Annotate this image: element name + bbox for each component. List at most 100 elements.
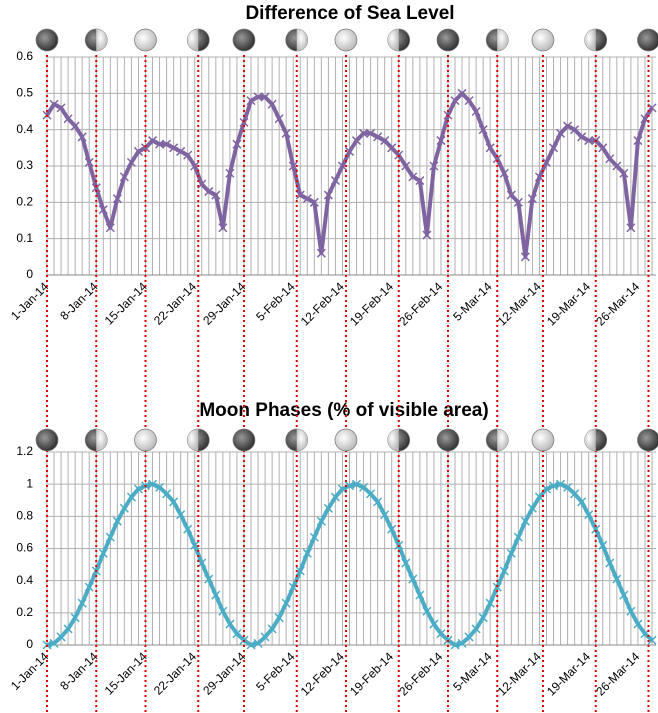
data-point (133, 146, 143, 156)
data-point (70, 613, 80, 623)
moon-icon (436, 428, 460, 452)
data-point (366, 489, 376, 499)
moon-icon (232, 428, 256, 452)
data-point (352, 479, 362, 489)
moon-lit (187, 29, 199, 51)
data-point (232, 629, 242, 639)
data-point (380, 510, 390, 520)
data-point (316, 248, 326, 258)
data-point (344, 481, 355, 491)
data-point (352, 136, 362, 146)
data-point (84, 157, 94, 167)
data-point (330, 176, 340, 186)
data-point (274, 613, 284, 623)
data-point (415, 176, 425, 186)
data-point (520, 252, 530, 262)
data-point (570, 489, 580, 499)
data-point (302, 194, 312, 204)
data-point (563, 121, 573, 131)
data-point (633, 136, 643, 146)
x-tick-label: 1-Jan-14 (8, 279, 52, 323)
data-point (169, 497, 179, 507)
data-point (373, 497, 383, 507)
x-tick-label: 8-Jan-14 (57, 279, 101, 323)
data-point (387, 524, 397, 534)
data-point (619, 168, 629, 178)
data-point (225, 619, 235, 629)
data-point (281, 598, 291, 608)
data-point (471, 106, 481, 117)
moon-icon (387, 428, 411, 452)
data-point (63, 114, 73, 124)
data-point (77, 598, 87, 608)
data-point (534, 172, 544, 182)
data-point (119, 172, 129, 182)
data-point (105, 223, 115, 233)
x-tick-label: 22-Jan-14 (151, 279, 199, 327)
moon-lit (296, 29, 308, 51)
moon-disc (531, 428, 555, 452)
data-point (211, 590, 221, 600)
data-point (577, 497, 587, 507)
y-tick-label: 0.5 (16, 86, 33, 100)
data-point (337, 161, 347, 171)
x-tick-label: 12-Mar-14 (495, 649, 544, 698)
moon-disc (232, 28, 256, 52)
moon-icon (387, 28, 411, 52)
data-point (492, 154, 502, 164)
data-point (612, 574, 622, 584)
data-point (246, 640, 256, 650)
moon-disc (334, 428, 358, 452)
data-point (98, 205, 108, 215)
data-point (457, 88, 467, 98)
x-tick-label: 26-Mar-14 (593, 649, 642, 698)
moon-icon (285, 428, 309, 452)
data-point (492, 582, 502, 592)
data-point (366, 128, 376, 138)
moon-icon (584, 428, 608, 452)
data-point (246, 96, 256, 106)
moon-icon (186, 428, 210, 452)
moon-icon (84, 428, 108, 452)
data-point (155, 482, 165, 492)
y-tick-label: 0.1 (16, 231, 33, 245)
moon-icon (531, 28, 555, 52)
moon-disc (334, 28, 358, 52)
moon-disc (134, 428, 157, 452)
data-point (464, 632, 474, 642)
data-point (204, 574, 214, 584)
y-tick-label: 0.4 (16, 573, 33, 587)
y-tick-label: 1 (26, 476, 33, 490)
data-point (605, 558, 615, 568)
data-point (436, 629, 446, 639)
data-point (281, 128, 291, 138)
data-point (274, 114, 284, 124)
x-tick-label: 19-Feb-14 (347, 279, 396, 328)
x-tick-label: 22-Jan-14 (151, 649, 199, 697)
data-point (155, 139, 165, 149)
data-point (436, 136, 446, 146)
data-point (478, 125, 488, 135)
data-point (323, 503, 333, 513)
moon-icon (134, 428, 157, 452)
data-point (478, 613, 488, 623)
moon-icon (232, 28, 256, 52)
moon-disc (35, 428, 59, 452)
x-tick-label: 29-Jan-14 (200, 649, 248, 697)
x-tick-label: 26-Feb-14 (396, 279, 445, 328)
data-point (612, 161, 622, 171)
data-point (309, 197, 319, 207)
y-tick-label: 0.6 (16, 541, 33, 555)
x-tick-label: 26-Feb-14 (396, 649, 445, 698)
moon-lit (187, 429, 199, 451)
moon-lit (296, 429, 308, 451)
data-point (260, 632, 270, 642)
moon-icon (436, 28, 460, 52)
moon-lit (96, 429, 108, 451)
moon-icon (35, 28, 59, 52)
moon-icon (285, 28, 309, 52)
data-point (387, 143, 397, 153)
data-point (218, 223, 228, 233)
moon-icon (334, 428, 358, 452)
